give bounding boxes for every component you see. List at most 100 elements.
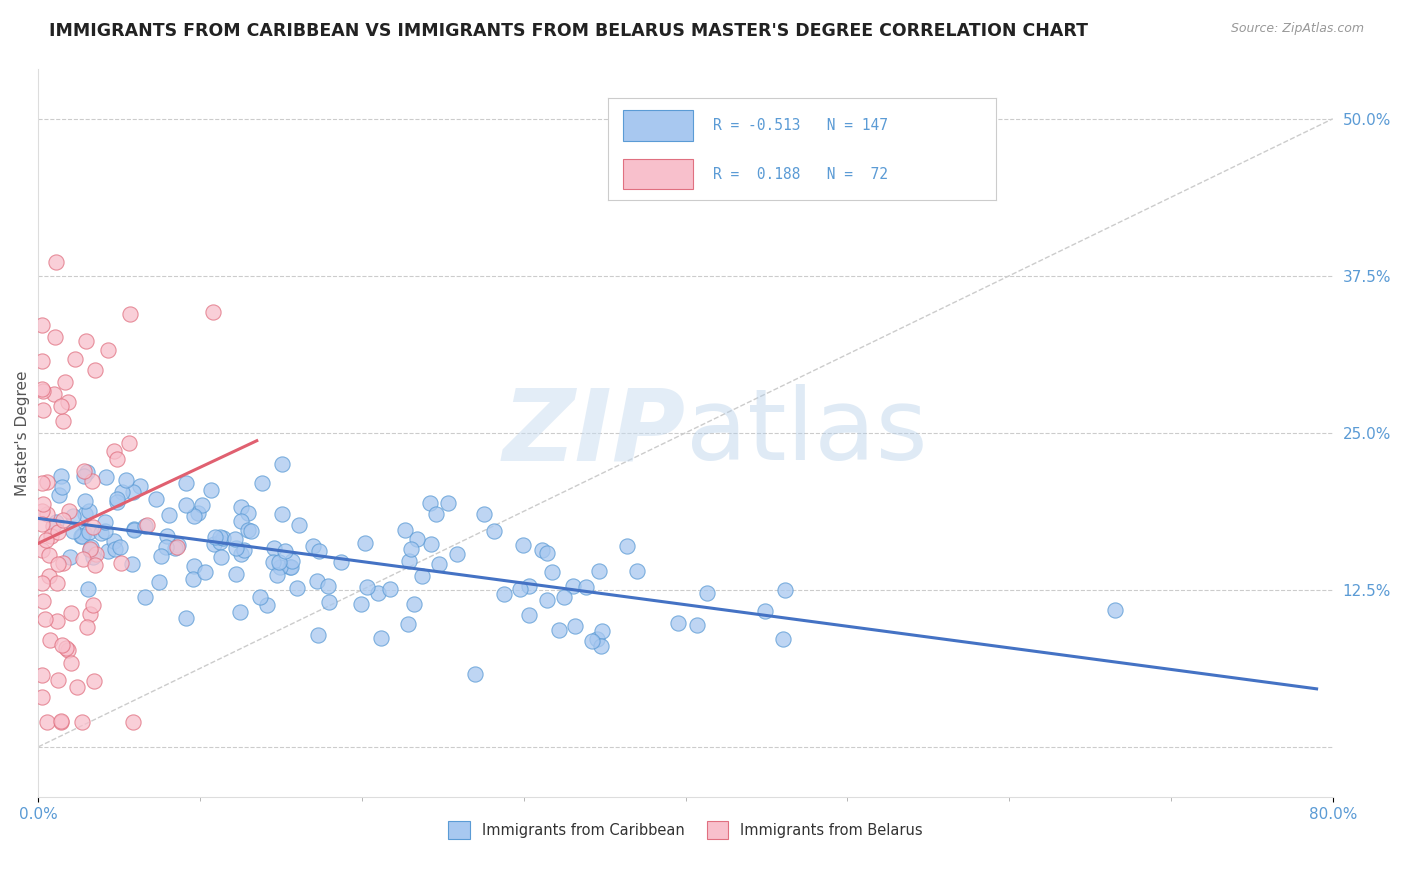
Point (96, 470, 118, 484)
Point (329, 555, 352, 569)
Point (73, 508, 96, 522)
Point (31, 516, 53, 531)
Point (62, 509, 84, 524)
Point (82, 598, 104, 612)
Point (1104, 603, 1126, 617)
Point (224, 533, 246, 547)
Y-axis label: Master's Degree: Master's Degree (15, 370, 30, 496)
Point (575, 580, 598, 594)
Point (73, 464, 96, 478)
Point (301, 539, 323, 553)
Point (31, 543, 53, 558)
Point (367, 586, 389, 600)
Point (46, 614, 69, 628)
Point (51, 639, 73, 653)
Point (53, 375, 76, 389)
Point (83, 674, 105, 689)
Point (97, 343, 120, 357)
Point (31, 476, 53, 491)
Point (536, 592, 558, 607)
Point (46, 673, 69, 688)
Point (183, 558, 205, 573)
Point (49, 399, 72, 413)
Point (232, 543, 254, 558)
Point (49, 469, 72, 483)
Point (370, 631, 392, 645)
Point (103, 534, 125, 549)
Point (31, 575, 53, 590)
Point (93, 515, 115, 529)
Point (167, 538, 190, 552)
Text: ZIP: ZIP (502, 384, 686, 482)
Point (32, 402, 55, 417)
Point (76, 465, 98, 479)
Point (134, 591, 156, 605)
Point (49, 714, 72, 729)
Point (411, 568, 433, 582)
Point (79, 607, 101, 621)
Point (31, 384, 53, 399)
Point (398, 554, 420, 568)
Point (209, 550, 232, 565)
Point (406, 532, 429, 546)
Point (82, 550, 104, 565)
Point (754, 604, 776, 618)
Point (531, 543, 554, 558)
Point (46, 557, 69, 571)
Point (80, 540, 103, 554)
Point (249, 590, 271, 604)
Point (512, 538, 534, 552)
Point (666, 615, 689, 630)
Point (120, 307, 142, 321)
Point (280, 560, 302, 574)
Point (686, 618, 709, 632)
Point (187, 506, 209, 520)
Point (38, 569, 60, 583)
Point (148, 574, 170, 589)
Point (66, 680, 89, 694)
Point (591, 624, 613, 638)
Point (77, 503, 100, 517)
Point (107, 494, 129, 508)
Point (200, 483, 222, 497)
Point (73, 469, 96, 483)
Point (77, 582, 100, 596)
Point (464, 667, 486, 681)
Point (60, 656, 83, 670)
Point (107, 492, 129, 507)
Point (79, 542, 101, 557)
Point (155, 540, 177, 554)
Point (82, 520, 104, 534)
Point (52, 513, 75, 527)
Point (509, 582, 531, 597)
Point (536, 546, 558, 560)
Point (191, 499, 214, 513)
Point (586, 632, 609, 646)
Point (547, 624, 569, 638)
Point (316, 578, 339, 592)
Point (63, 351, 86, 366)
Point (157, 508, 180, 523)
Point (201, 304, 224, 318)
Point (626, 564, 648, 578)
Point (266, 568, 288, 582)
Point (103, 444, 125, 458)
Point (202, 536, 225, 550)
Point (44, 387, 66, 401)
Point (48, 488, 70, 502)
Point (183, 509, 205, 524)
Point (84, 547, 107, 561)
Point (121, 558, 143, 572)
Point (122, 523, 145, 537)
Point (553, 590, 575, 604)
Point (84, 558, 107, 572)
Point (34, 533, 56, 548)
Text: IMMIGRANTS FROM CARIBBEAN VS IMMIGRANTS FROM BELARUS MASTER'S DEGREE CORRELATION: IMMIGRANTS FROM CARIBBEAN VS IMMIGRANTS … (49, 22, 1088, 40)
Point (225, 567, 247, 582)
Point (136, 517, 159, 532)
Point (772, 632, 794, 646)
Point (278, 560, 301, 574)
Point (56, 395, 79, 409)
Point (350, 597, 373, 611)
Point (263, 541, 285, 555)
